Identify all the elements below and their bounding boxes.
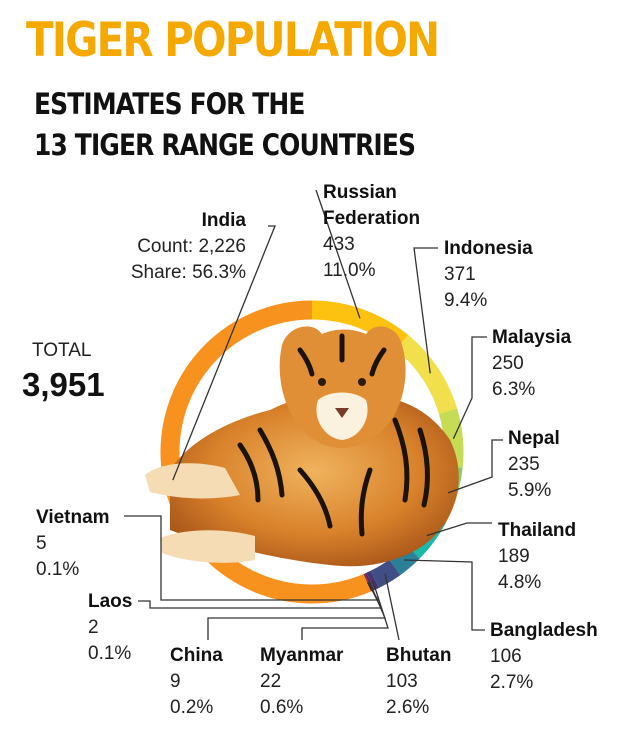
label-india-count: Count: 2,226 [137,236,246,257]
leader-lines [124,189,503,641]
label-india: India Count: 2,226 Share: 56.3% [131,208,246,286]
label-india-name: India [201,210,246,231]
label-vietnam-share: 0.1% [36,559,80,580]
total-value: 3,951 [22,366,105,403]
leader-vietnam [124,515,380,601]
leader-malaysia [452,336,487,440]
label-thailand: Thailand 189 4.8% [498,518,576,596]
label-russia-name-1: Russian [323,182,397,203]
tiger-nose [335,408,349,418]
slice-myanmar [366,570,380,591]
label-malaysia: Malaysia 250 6.3% [492,325,571,403]
tiger-front-paws [145,463,255,563]
label-malaysia-name: Malaysia [492,327,572,348]
label-nepal-name: Nepal [508,428,560,449]
tiger-right-eye [358,378,366,386]
subtitle-line-2: 13 TIGER RANGE COUNTRIES [34,128,416,162]
label-myanmar: Myanmar 22 0.6% [260,643,343,721]
label-laos-share: 0.1% [88,643,132,664]
leader-bangladesh [404,559,485,631]
tiger-body [170,393,459,567]
label-russia-count: 433 [323,234,355,255]
slice-bhutan [370,559,401,588]
label-indonesia: Indonesia 371 9.4% [444,236,533,314]
leader-india [172,225,276,481]
label-thailand-count: 189 [498,546,530,567]
label-nepal-count: 235 [508,454,540,475]
label-bangladesh-share: 2.7% [490,672,534,693]
label-thailand-name: Thailand [498,520,577,541]
label-china-name: China [170,645,223,666]
leader-thailand [426,522,492,537]
label-laos-name: Laos [88,591,133,612]
label-laos: Laos 2 0.1% [88,589,132,667]
chart-subtitle: ESTIMATES FOR THE 13 TIGER RANGE COUNTRI… [34,84,416,166]
label-vietnam: Vietnam 5 0.1% [36,505,110,583]
label-india-share: Share: 56.3% [130,262,246,283]
label-bhutan-share: 2.6% [386,697,430,718]
label-bhutan-count: 103 [386,671,418,692]
tiger-stripes [237,333,430,537]
label-myanmar-share: 0.6% [260,697,304,718]
leader-russian-federation [315,189,361,319]
label-nepal: Nepal 235 5.9% [508,426,560,504]
chart-title: TIGER POPULATION [26,13,440,68]
label-bhutan: Bhutan 103 2.6% [386,643,451,721]
label-bangladesh-name: Bangladesh [490,620,598,641]
leader-nepal [447,439,503,494]
leader-bhutan [384,573,400,641]
label-vietnam-name: Vietnam [36,507,110,528]
total-label: TOTAL [32,340,92,361]
label-malaysia-share: 6.3% [492,379,536,400]
label-vietnam-count: 5 [36,533,47,554]
leader-indonesia [413,247,438,374]
label-malaysia-count: 250 [492,353,524,374]
label-thailand-share: 4.8% [498,572,542,593]
label-russia: Russian Federation 433 11.0% [323,180,420,284]
label-china-count: 9 [170,671,181,692]
label-nepal-share: 5.9% [508,480,552,501]
label-myanmar-count: 22 [260,671,282,692]
label-russia-share: 11.0% [323,260,376,281]
label-indonesia-name: Indonesia [444,238,533,259]
leader-myanmar [301,580,389,640]
tiger-left-eye [318,378,326,386]
label-indonesia-share: 9.4% [444,290,488,311]
tiger-head [279,326,406,448]
slice-indonesia [396,335,458,415]
label-china: China 9 0.2% [170,643,223,721]
slice-bangladesh [389,545,420,576]
label-bhutan-name: Bhutan [386,645,452,666]
tiger-illustration [145,326,459,567]
label-indonesia-count: 371 [444,264,476,285]
label-bangladesh-count: 106 [490,646,522,667]
label-laos-count: 2 [88,617,99,638]
label-bangladesh: Bangladesh 106 2.7% [490,618,598,696]
label-myanmar-name: Myanmar [260,645,344,666]
label-china-share: 0.2% [170,697,214,718]
subtitle-line-1: ESTIMATES FOR THE [34,87,305,121]
label-russia-name-2: Federation [323,208,421,229]
